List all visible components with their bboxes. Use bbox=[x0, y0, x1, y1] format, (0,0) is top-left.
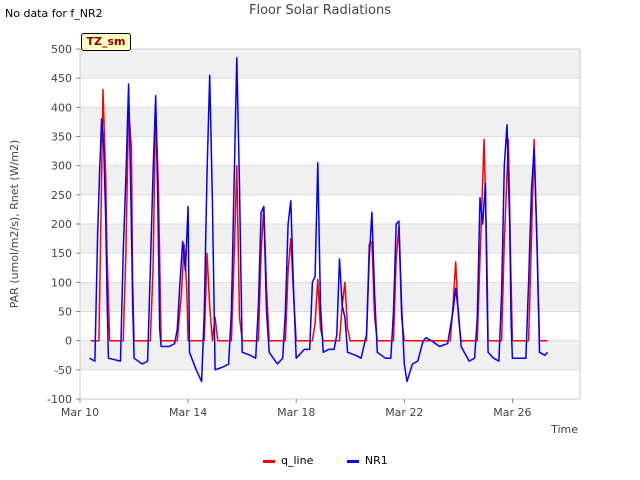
x-tick-label: Mar 26 bbox=[493, 406, 531, 419]
no-data-note: No data for f_NR2 bbox=[5, 7, 103, 20]
x-tick-label: Mar 22 bbox=[385, 406, 423, 419]
x-axis-label: Time bbox=[550, 423, 578, 436]
legend: q_line NR1 bbox=[263, 454, 418, 467]
y-tick-label: 50 bbox=[58, 306, 72, 319]
y-tick-labels: -100 -50 0 50 100 150 200 250 300 350 400 450 500 bbox=[47, 43, 80, 406]
tz-badge: TZ_sm bbox=[81, 33, 131, 51]
plot-band bbox=[80, 340, 580, 370]
legend-swatch-q-line bbox=[263, 459, 275, 463]
y-tick-label: -50 bbox=[54, 364, 72, 377]
y-tick-label: 200 bbox=[51, 218, 72, 231]
plot-band bbox=[80, 49, 580, 79]
plot-band bbox=[80, 165, 580, 195]
y-tick-label: 450 bbox=[51, 72, 72, 85]
x-tick-label: Mar 10 bbox=[61, 406, 99, 419]
plot-band bbox=[80, 282, 580, 312]
legend-label-nr1: NR1 bbox=[364, 454, 388, 467]
y-tick-label: -100 bbox=[47, 393, 72, 406]
legend-item-q-line: q_line bbox=[263, 454, 313, 467]
series-line-nr1 bbox=[89, 57, 549, 383]
y-tick-label: 250 bbox=[51, 189, 72, 202]
legend-item-nr1: NR1 bbox=[346, 454, 388, 467]
legend-label-q-line: q_line bbox=[281, 454, 314, 467]
plot-band bbox=[80, 224, 580, 254]
x-tick-label: Mar 18 bbox=[277, 406, 315, 419]
y-axis-label: PAR (umol/m2/s), Rnet (W/m2) bbox=[8, 140, 21, 309]
y-tick-label: 350 bbox=[51, 131, 72, 144]
plot-band bbox=[80, 107, 580, 137]
x-tick-label: Mar 14 bbox=[169, 406, 207, 419]
y-tick-label: 400 bbox=[51, 101, 72, 114]
y-tick-label: 0 bbox=[65, 335, 72, 348]
y-tick-label: 100 bbox=[51, 276, 72, 289]
y-tick-label: 300 bbox=[51, 160, 72, 173]
chart-title: Floor Solar Radiations bbox=[249, 3, 391, 18]
x-tick-labels: Mar 10 Mar 14 Mar 18 Mar 22 Mar 26 bbox=[61, 399, 532, 419]
y-tick-label: 500 bbox=[51, 43, 72, 56]
series-lines bbox=[89, 57, 549, 383]
y-tick-label: 150 bbox=[51, 247, 72, 260]
legend-swatch-nr1 bbox=[346, 459, 359, 463]
